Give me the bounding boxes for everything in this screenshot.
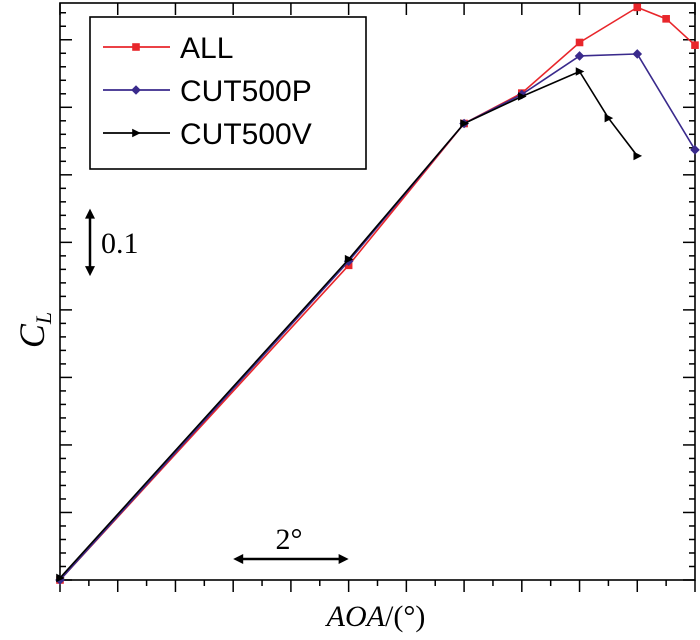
- data-point-cut500p: [690, 145, 700, 155]
- series-cut500v: [56, 67, 643, 583]
- x-axis-label-variable: AOA: [325, 600, 386, 633]
- x-scale-bar-label: 2°: [276, 523, 303, 556]
- legend-label: CUT500V: [180, 118, 312, 151]
- x-axis-label: AOA/(°): [325, 600, 426, 633]
- y-axis-label-subscript: L: [31, 312, 56, 325]
- legend-swatch-marker: [132, 128, 141, 138]
- data-point-cut500v: [518, 92, 527, 101]
- legend-swatch-marker: [131, 85, 141, 95]
- data-point-cut500v: [56, 573, 65, 583]
- y-axis-label: CL: [12, 312, 56, 348]
- y-scale-bar: 0.1: [85, 208, 139, 277]
- x-axis-ticks: [59, 3, 696, 592]
- data-point-cut500p: [632, 49, 643, 59]
- y-scale-bar-arrow-bottom: [85, 266, 95, 277]
- legend-entry-cut500v: CUT500V: [103, 118, 312, 151]
- series-line-all: [59, 6, 696, 581]
- data-point-all: [575, 38, 584, 47]
- x-axis-label-unit: /(°): [385, 600, 425, 633]
- y-scale-bar-label: 0.1: [101, 227, 139, 260]
- svg-text:CL: CL: [12, 312, 56, 348]
- series-layer: [55, 3, 700, 585]
- data-point-all: [691, 41, 699, 49]
- data-point-cut500v: [344, 254, 354, 264]
- x-scale-bar-arrow-left: [233, 554, 244, 564]
- plot-area: [55, 2, 700, 592]
- data-point-cut500p: [574, 51, 585, 61]
- y-scale-bar-arrow-top: [85, 208, 95, 219]
- data-point-cut500v: [575, 67, 585, 76]
- data-point-all: [633, 3, 642, 12]
- data-point-cut500v: [460, 119, 469, 128]
- legend-label: CUT500P: [180, 75, 312, 108]
- x-scale-bar: 2°: [233, 523, 349, 564]
- x-scale-bar-arrow-right: [338, 554, 349, 564]
- y-axis-label-main: C: [12, 323, 52, 348]
- legend-entry-all: ALL: [103, 32, 233, 65]
- legend: ALL CUT500P CUT500V: [89, 16, 367, 170]
- legend-entry-cut500p: CUT500P: [103, 75, 312, 108]
- legend-label: ALL: [180, 32, 233, 65]
- legend-entries: ALL CUT500P CUT500V: [103, 32, 312, 151]
- data-point-cut500v: [633, 151, 643, 161]
- data-point-all: [662, 15, 670, 23]
- legend-swatch-marker: [132, 43, 140, 51]
- y-axis-ticks: [60, 12, 695, 581]
- data-point-cut500v: [604, 113, 614, 123]
